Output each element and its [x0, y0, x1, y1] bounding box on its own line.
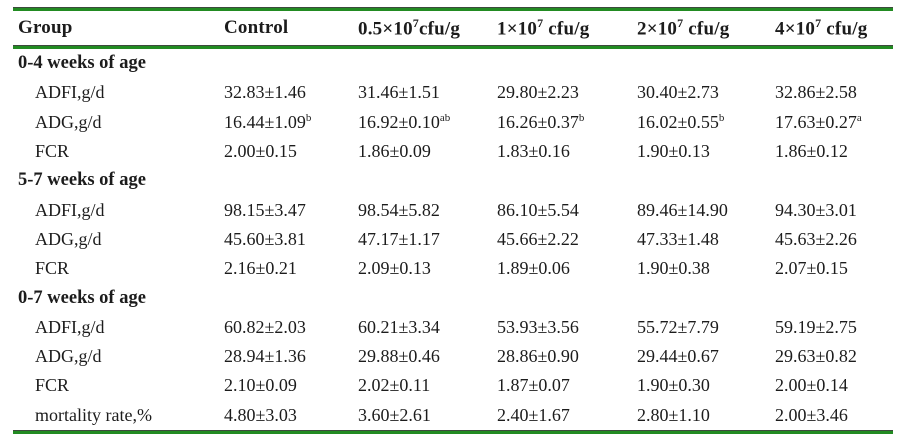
section-row: 0-4 weeks of age	[13, 49, 893, 78]
value-cell: 55.72±7.79	[637, 316, 719, 337]
table-row: ADFI,g/d 60.82±2.03 60.21±3.34 53.93±3.56 55…	[13, 313, 893, 342]
value-cell: 17.63±0.27a	[775, 111, 862, 132]
value-cell: 16.92±0.10ab	[358, 111, 451, 132]
table-row: mortality rate,% 4.80±3.03 3.60±2.61 2.40±1…	[13, 401, 893, 430]
value-cell: 60.82±2.03	[224, 316, 306, 337]
section-row: 0-7 weeks of age	[13, 283, 893, 312]
section-title: 0-7 weeks of age	[18, 287, 146, 308]
value-cell: 2.10±0.09	[224, 375, 297, 396]
row-label: ADG,g/d	[35, 228, 102, 249]
col-header-0: Group	[18, 17, 73, 38]
row-label: mortality rate,%	[35, 404, 152, 425]
row-label: ADFI,g/d	[35, 82, 105, 103]
significance-superscript: a	[856, 111, 862, 124]
exponent-superscript: 7	[815, 15, 822, 30]
table-body: 0-4 weeks of age ADFI,g/d 32.83±1.46 31.46±…	[13, 49, 893, 430]
table-row: ADFI,g/d 98.15±3.47 98.54±5.82 86.10±5.54 89…	[13, 195, 893, 224]
value-cell: 1.83±0.16	[497, 141, 570, 162]
value-cell: 1.86±0.09	[358, 141, 431, 162]
table-row: FCR 2.16±0.21 2.09±0.13 1.89±0.06 1.90±0.38 2…	[13, 254, 893, 283]
row-label: FCR	[35, 141, 70, 162]
value-cell: 29.88±0.46	[358, 346, 440, 367]
section-title: 5-7 weeks of age	[18, 170, 146, 191]
value-cell: 16.02±0.55b	[637, 111, 725, 132]
value-cell: 1.89±0.06	[497, 258, 570, 279]
value-cell: 30.40±2.73	[637, 82, 719, 103]
table-row: ADG,g/d 45.60±3.81 47.17±1.17 45.66±2.22 47.…	[13, 225, 893, 254]
value-cell: 59.19±2.75	[775, 316, 857, 337]
value-cell: 45.63±2.26	[775, 228, 857, 249]
row-label: ADFI,g/d	[35, 199, 105, 220]
significance-superscript: ab	[439, 111, 451, 124]
value-cell: 29.63±0.82	[775, 346, 857, 367]
significance-superscript: b	[718, 111, 725, 124]
col-header-5: 4×107 cfu/g	[775, 15, 868, 40]
value-cell: 1.90±0.13	[637, 141, 710, 162]
value-cell: 60.21±3.34	[358, 316, 440, 337]
value-cell: 4.80±3.03	[224, 404, 297, 425]
significance-superscript: b	[578, 111, 585, 124]
col-header-4: 2×107 cfu/g	[637, 15, 730, 40]
exponent-superscript: 7	[537, 15, 544, 30]
value-cell: 2.00±0.14	[775, 375, 848, 396]
value-cell: 1.87±0.07	[497, 375, 570, 396]
value-cell: 16.26±0.37b	[497, 111, 585, 132]
col-header-2: 0.5×107cfu/g	[358, 15, 461, 40]
value-cell: 53.93±3.56	[497, 316, 579, 337]
value-cell: 45.66±2.22	[497, 228, 579, 249]
table-row: ADG,g/d 16.44±1.09b 16.92±0.10ab 16.26±0.37…	[13, 108, 893, 137]
performance-table: Group Control 0.5×107cfu/g 1×107 cfu/g 2×107…	[13, 7, 893, 434]
value-cell: 86.10±5.54	[497, 199, 579, 220]
value-cell: 1.86±0.12	[775, 141, 848, 162]
value-cell: 28.86±0.90	[497, 346, 579, 367]
value-cell: 98.15±3.47	[224, 199, 306, 220]
table-top-rule	[13, 7, 893, 11]
row-label: ADG,g/d	[35, 346, 102, 367]
value-cell: 47.17±1.17	[358, 228, 440, 249]
value-cell: 89.46±14.90	[637, 199, 728, 220]
table-row: ADFI,g/d 32.83±1.46 31.46±1.51 29.80±2.23 30…	[13, 78, 893, 107]
value-cell: 3.60±2.61	[358, 404, 431, 425]
table-row: FCR 2.00±0.15 1.86±0.09 1.83±0.16 1.90±0.13 1…	[13, 137, 893, 166]
value-cell: 1.90±0.38	[637, 258, 710, 279]
col-header-1: Control	[224, 17, 289, 38]
section-title: 0-4 weeks of age	[18, 53, 146, 74]
value-cell: 29.44±0.67	[637, 346, 719, 367]
value-cell: 94.30±3.01	[775, 199, 857, 220]
table-row: ADG,g/d 28.94±1.36 29.88±0.46 28.86±0.90 29.…	[13, 342, 893, 371]
value-cell: 2.00±0.15	[224, 141, 297, 162]
value-cell: 32.86±2.58	[775, 82, 857, 103]
value-cell: 29.80±2.23	[497, 82, 579, 103]
row-label: FCR	[35, 375, 70, 396]
exponent-superscript: 7	[677, 15, 684, 30]
value-cell: 47.33±1.48	[637, 228, 719, 249]
value-cell: 31.46±1.51	[358, 82, 440, 103]
table-bottom-rule	[13, 429, 893, 434]
section-row: 5-7 weeks of age	[13, 166, 893, 195]
significance-superscript: b	[305, 111, 312, 124]
value-cell: 16.44±1.09b	[224, 111, 312, 132]
value-cell: 2.40±1.67	[497, 404, 570, 425]
value-cell: 45.60±3.81	[224, 228, 306, 249]
exponent-superscript: 7	[412, 15, 419, 30]
header-bottom-rule	[13, 45, 893, 49]
value-cell: 1.90±0.30	[637, 375, 710, 396]
value-cell: 2.16±0.21	[224, 258, 297, 279]
value-cell: 2.02±0.11	[358, 375, 431, 396]
row-label: FCR	[35, 258, 70, 279]
value-cell: 2.00±3.46	[775, 404, 848, 425]
value-cell: 32.83±1.46	[224, 82, 306, 103]
header-row: Group Control 0.5×107cfu/g 1×107 cfu/g 2×107…	[13, 11, 893, 45]
value-cell: 98.54±5.82	[358, 199, 440, 220]
row-label: ADFI,g/d	[35, 316, 105, 337]
value-cell: 2.09±0.13	[358, 258, 431, 279]
row-label: ADG,g/d	[35, 111, 102, 132]
value-cell: 2.07±0.15	[775, 258, 848, 279]
value-cell: 2.80±1.10	[637, 404, 710, 425]
table-row: FCR 2.10±0.09 2.02±0.11 1.87±0.07 1.90±0.30 2…	[13, 371, 893, 400]
value-cell: 28.94±1.36	[224, 346, 306, 367]
col-header-3: 1×107 cfu/g	[497, 15, 590, 40]
